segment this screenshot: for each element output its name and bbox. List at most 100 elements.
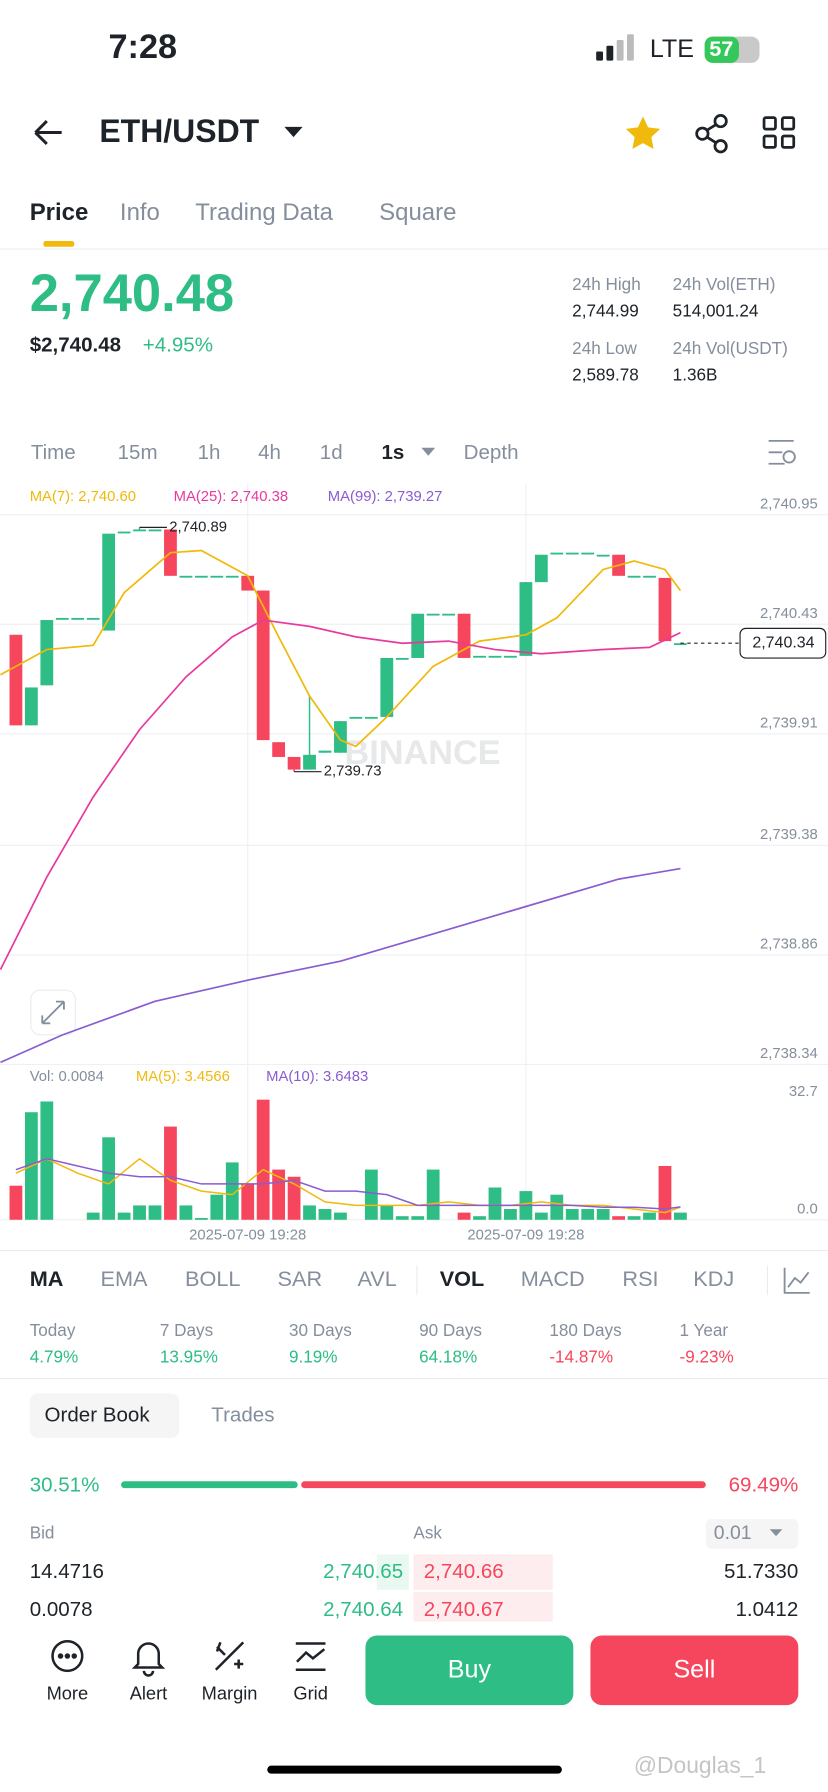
indicator[interactable]: MA xyxy=(30,1266,64,1291)
nav-label[interactable]: Margin xyxy=(202,1683,258,1704)
period-change: 13.95% xyxy=(160,1346,218,1366)
back-button[interactable] xyxy=(34,120,62,145)
y-tick-label: 2,738.86 xyxy=(760,937,818,953)
y-tick-label: 2,739.38 xyxy=(760,827,818,843)
volume-bar xyxy=(504,1209,517,1220)
buy-button[interactable] xyxy=(365,1635,574,1706)
bid-amount: 14.4716 xyxy=(30,1560,104,1583)
tab-indicator xyxy=(43,241,75,247)
precision-select[interactable] xyxy=(705,1518,799,1549)
candle-body xyxy=(256,590,270,741)
period-label: 90 Days xyxy=(419,1320,482,1340)
order-book-tab[interactable]: Order Book xyxy=(45,1404,151,1427)
price-tag-label: 2,740.34 xyxy=(752,634,814,651)
candle-body xyxy=(364,716,378,719)
volume-bar xyxy=(334,1212,347,1220)
indicator[interactable]: RSI xyxy=(622,1266,658,1291)
menu-grid[interactable] xyxy=(762,116,796,149)
volume-bar xyxy=(488,1187,502,1220)
trades-tab[interactable]: Trades xyxy=(211,1404,274,1427)
ask-price: 2,740.67 xyxy=(424,1598,504,1621)
precision-caret xyxy=(769,1529,783,1537)
interval[interactable]: 4h xyxy=(258,441,281,464)
interval-caret xyxy=(421,447,436,456)
indicator-settings[interactable] xyxy=(783,1267,810,1294)
tab[interactable]: Trading Data xyxy=(195,199,333,226)
ma-line xyxy=(15,1157,681,1214)
pair-title[interactable]: ETH/USDT xyxy=(99,113,259,149)
period-change: 4.79% xyxy=(30,1346,79,1366)
bid-label: Bid xyxy=(30,1522,55,1542)
indicator[interactable]: AVL xyxy=(357,1266,396,1291)
buy-label[interactable]: Buy xyxy=(448,1656,492,1684)
interval[interactable]: 1d xyxy=(320,441,343,464)
interval[interactable]: Time xyxy=(31,441,76,464)
indicator[interactable]: BOLL xyxy=(185,1266,240,1291)
candle-body xyxy=(565,552,579,555)
interval[interactable]: 1s xyxy=(381,441,404,464)
candle-body xyxy=(334,721,347,753)
order-rows: 14.4716 2,740.65 2,740.66 51.7330 0.0078 2,74… xyxy=(30,1560,799,1621)
sell-button[interactable] xyxy=(590,1635,799,1706)
candle-body xyxy=(488,655,502,658)
candle-body xyxy=(287,756,301,770)
bid-ratio-bar xyxy=(121,1481,298,1489)
y-tick-label: 2,739.91 xyxy=(760,715,818,731)
interval[interactable]: 15m xyxy=(118,441,158,464)
ask-depth xyxy=(413,1592,553,1622)
volume-bar xyxy=(473,1216,486,1220)
fullscreen-icon xyxy=(41,1000,65,1025)
candle-body xyxy=(380,657,394,717)
indicator[interactable]: MACD xyxy=(521,1266,585,1291)
bid-price: 2,740.65 xyxy=(323,1560,403,1583)
candle-body xyxy=(627,575,641,578)
volume-bar xyxy=(225,1162,239,1220)
nav-label[interactable]: Grid xyxy=(293,1683,328,1704)
precision: 0.01 xyxy=(714,1522,752,1544)
candle-body xyxy=(395,657,409,660)
volume-bar xyxy=(287,1176,301,1220)
stat-value: 2,744.99 xyxy=(572,300,639,320)
candle-body xyxy=(504,655,517,658)
legend: MA(25): 2,740.38 xyxy=(174,489,289,505)
x-tick-label: 2025-07-09 19:28 xyxy=(467,1228,584,1244)
interval[interactable]: Depth xyxy=(464,441,519,464)
interval[interactable]: 1h xyxy=(198,441,221,464)
candle-body xyxy=(411,613,425,658)
tab[interactable]: Info xyxy=(120,199,160,226)
candle-body xyxy=(318,750,332,753)
candle-body xyxy=(550,552,564,555)
indicator[interactable]: SAR xyxy=(278,1266,323,1291)
volume-bar xyxy=(534,1212,548,1220)
indicator[interactable]: EMA xyxy=(101,1266,149,1291)
favorite-star[interactable] xyxy=(625,116,661,149)
sell-label[interactable]: Sell xyxy=(673,1656,715,1684)
candle-body xyxy=(148,529,162,532)
volume-title: Vol: 0.0084 xyxy=(30,1069,104,1085)
indicator[interactable]: KDJ xyxy=(693,1266,734,1291)
volume-bar xyxy=(426,1169,440,1220)
volume-bar xyxy=(380,1205,394,1220)
nav-label[interactable]: Alert xyxy=(130,1683,168,1704)
nav-label[interactable]: More xyxy=(47,1683,89,1704)
ma-line xyxy=(15,1158,681,1210)
y-tick-label: 2,740.43 xyxy=(760,606,818,622)
pair-dropdown[interactable] xyxy=(284,126,303,138)
tab[interactable]: Price xyxy=(30,199,89,226)
period-change: -9.23% xyxy=(680,1346,734,1366)
volume-bar xyxy=(148,1205,162,1220)
chart-settings[interactable] xyxy=(768,439,796,465)
candle-body xyxy=(102,533,116,631)
candle-body xyxy=(179,575,193,578)
volume-bar xyxy=(658,1166,672,1220)
share-button[interactable] xyxy=(695,114,728,154)
y-tick-label: 2,738.34 xyxy=(760,1046,818,1062)
indicator[interactable]: VOL xyxy=(440,1266,485,1291)
tab[interactable]: Square xyxy=(379,199,456,226)
ma-line xyxy=(0,619,681,971)
annotation: 2,740.89 xyxy=(169,519,227,535)
clock: 7:28 xyxy=(108,28,177,66)
volume-bar xyxy=(303,1205,316,1220)
volume-bar xyxy=(210,1194,224,1220)
